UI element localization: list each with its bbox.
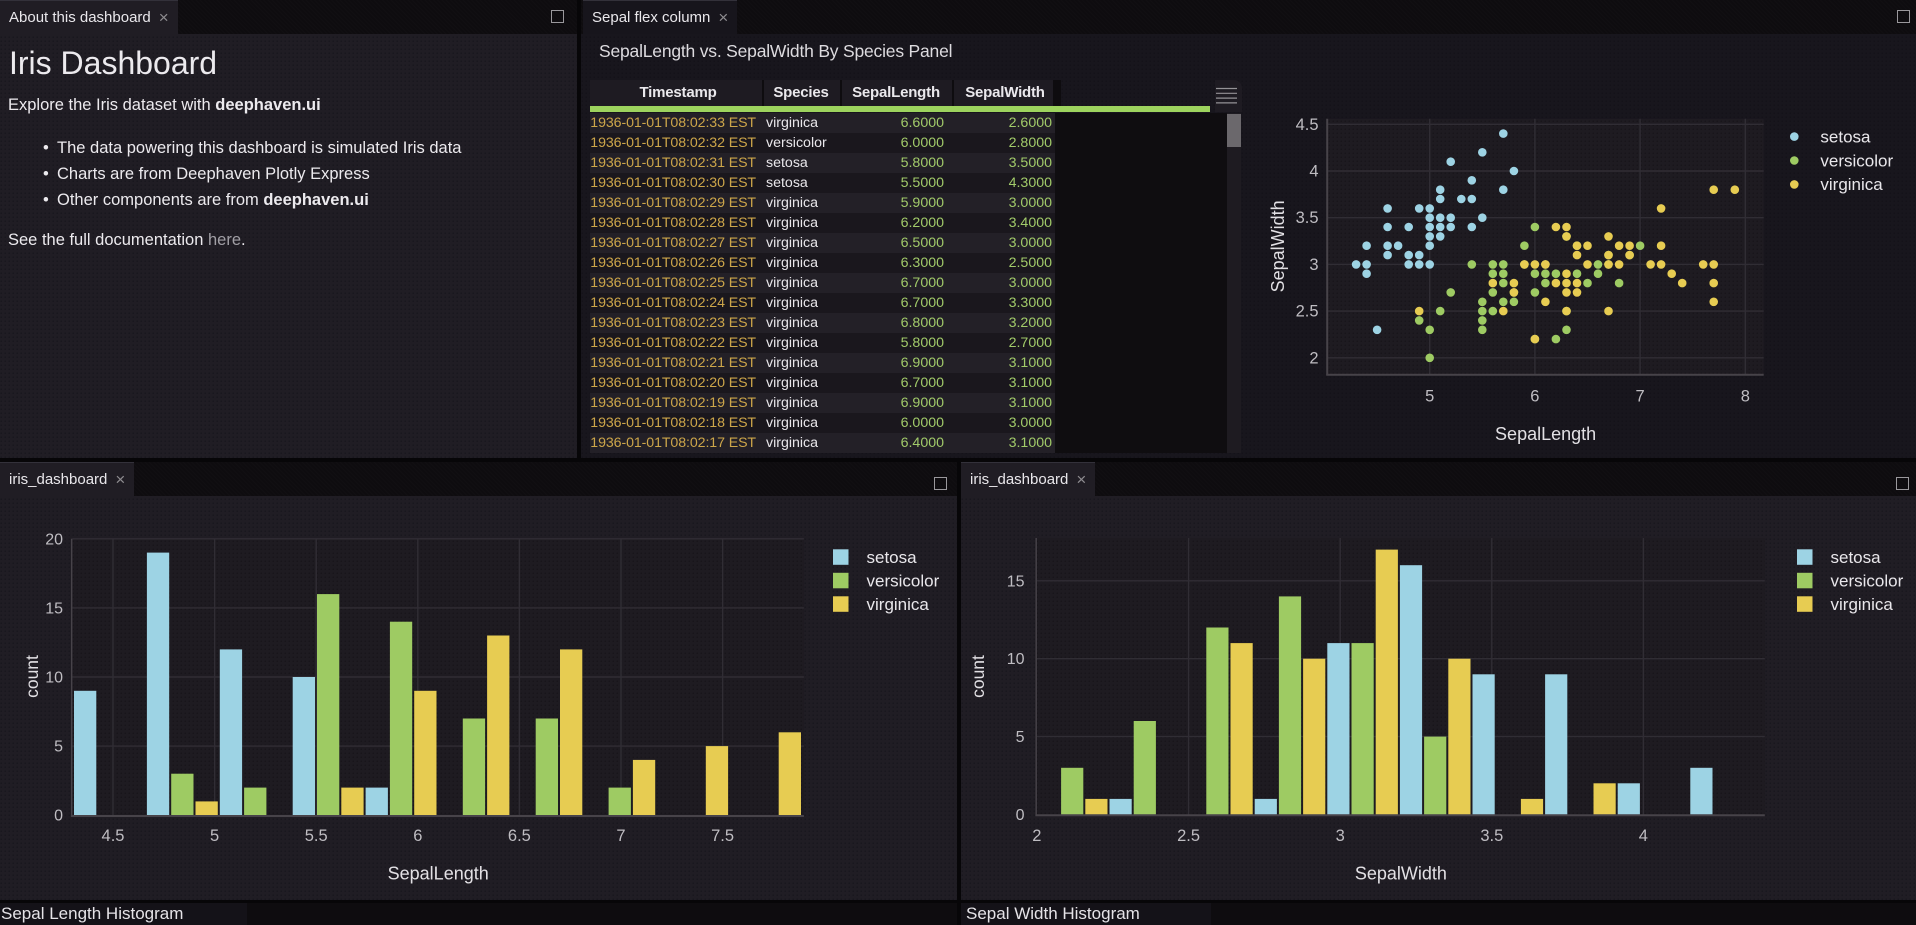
svg-text:0: 0 [54, 808, 63, 825]
svg-text:2: 2 [1032, 827, 1041, 845]
svg-text:setosa: setosa [867, 548, 918, 567]
svg-text:5: 5 [1425, 388, 1434, 406]
svg-text:4: 4 [1639, 827, 1648, 845]
svg-text:6.5: 6.5 [508, 827, 531, 845]
svg-text:5: 5 [1016, 729, 1025, 746]
svg-text:10: 10 [1007, 651, 1025, 668]
svg-text:3: 3 [1309, 256, 1318, 274]
svg-text:setosa: setosa [1820, 127, 1871, 146]
svg-text:2.5: 2.5 [1296, 303, 1319, 321]
svg-text:4: 4 [1309, 163, 1318, 181]
svg-text:virginica: virginica [867, 595, 930, 614]
svg-text:15: 15 [45, 600, 63, 617]
svg-text:virginica: virginica [1831, 595, 1894, 614]
svg-text:setosa: setosa [1831, 548, 1882, 567]
svg-text:10: 10 [45, 670, 63, 687]
svg-text:0: 0 [1016, 807, 1025, 824]
svg-text:count: count [968, 655, 988, 698]
svg-text:5.5: 5.5 [305, 827, 328, 845]
svg-text:2: 2 [1309, 349, 1318, 367]
svg-text:versicolor: versicolor [1831, 572, 1904, 591]
svg-text:5: 5 [210, 827, 219, 845]
svg-text:SepalLength: SepalLength [388, 864, 489, 884]
svg-text:5: 5 [54, 739, 63, 756]
svg-text:15: 15 [1007, 573, 1025, 590]
svg-text:count: count [22, 655, 42, 698]
svg-text:versicolor: versicolor [1820, 151, 1893, 170]
svg-text:3.5: 3.5 [1480, 827, 1503, 845]
svg-text:7: 7 [616, 827, 625, 845]
svg-text:8: 8 [1741, 388, 1750, 406]
svg-text:4.5: 4.5 [1296, 116, 1319, 134]
svg-text:versicolor: versicolor [867, 572, 940, 591]
svg-text:7: 7 [1636, 388, 1645, 406]
svg-text:virginica: virginica [1820, 175, 1883, 194]
svg-text:3: 3 [1336, 827, 1345, 845]
svg-text:3.5: 3.5 [1296, 209, 1319, 227]
svg-text:2.5: 2.5 [1177, 827, 1200, 845]
svg-text:6: 6 [413, 827, 422, 845]
svg-text:7.5: 7.5 [711, 827, 734, 845]
svg-text:SepalWidth: SepalWidth [1268, 200, 1288, 292]
svg-text:SepalLength: SepalLength [1495, 424, 1596, 444]
svg-text:4.5: 4.5 [102, 827, 125, 845]
svg-text:SepalWidth: SepalWidth [1355, 864, 1447, 884]
svg-text:6: 6 [1530, 388, 1539, 406]
svg-text:20: 20 [45, 531, 63, 548]
